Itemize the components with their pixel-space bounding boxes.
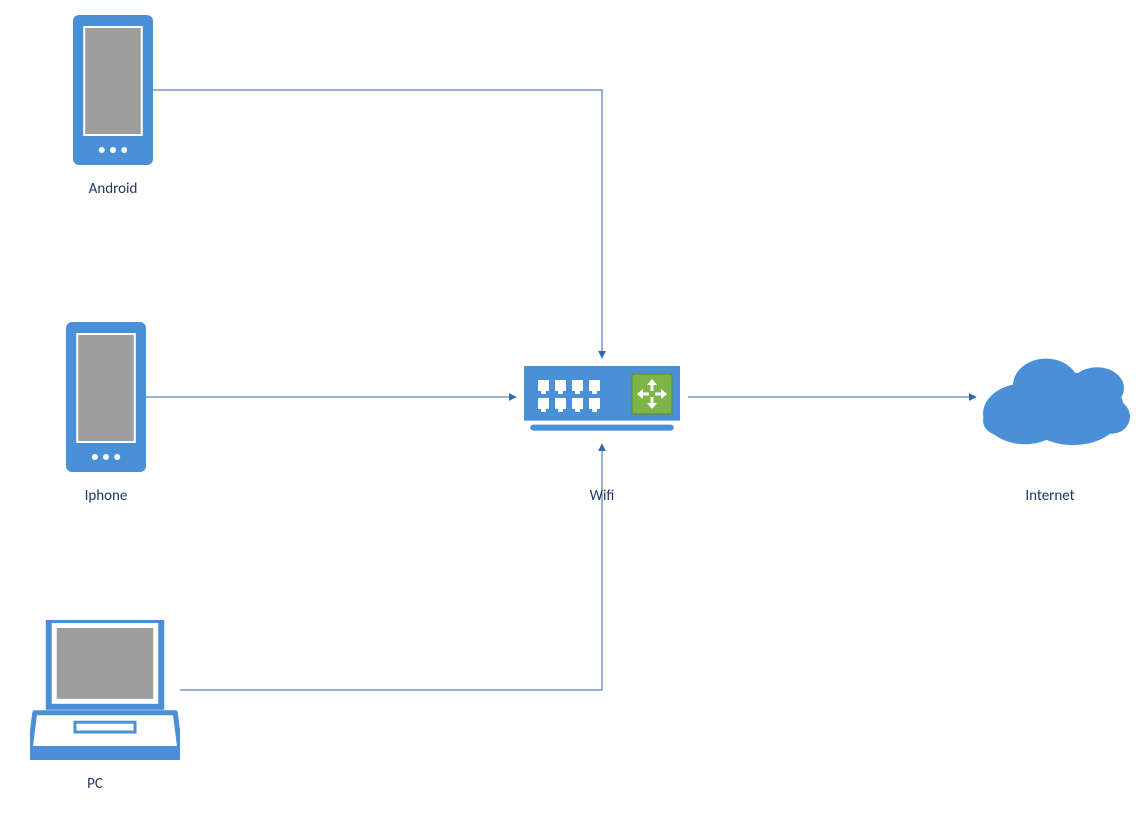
node-android [73,15,153,165]
label-android: Android [33,180,193,198]
node-wifi [524,366,680,436]
network-diagram: Android Iphone PC [0,0,1139,830]
node-pc [30,620,180,760]
label-wifi: Wifi [522,487,682,505]
node-internet [980,352,1130,447]
node-iphone [66,322,146,472]
label-iphone: Iphone [26,487,186,505]
label-pc: PC [15,775,175,793]
label-internet: Internet [970,487,1130,505]
